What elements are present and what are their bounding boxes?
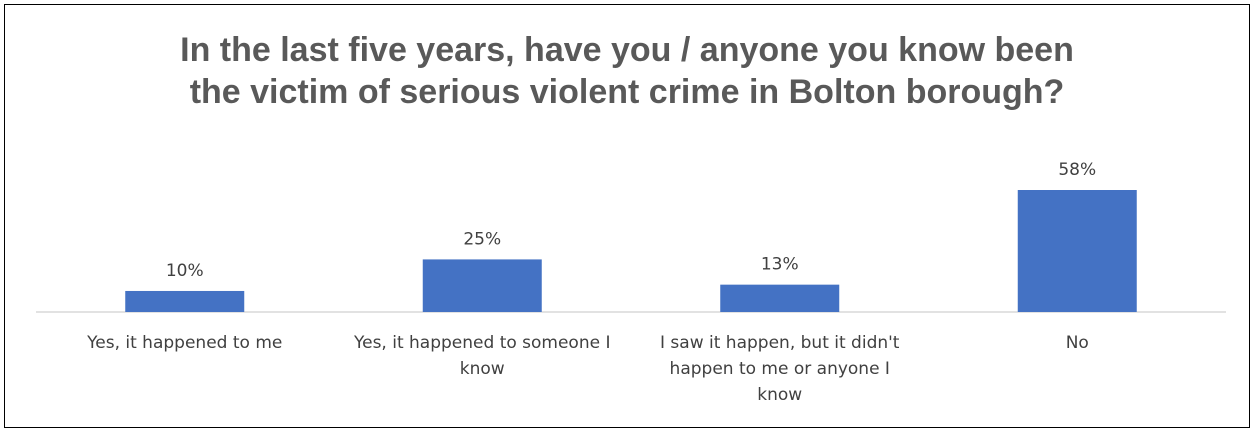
category-label-line: know xyxy=(459,359,505,379)
chart-title: In the last five years, have you / anyon… xyxy=(5,29,1249,113)
category-label-2: Yes, it happened to someone I know xyxy=(332,330,632,382)
chart-title-line-2: the victim of serious violent crime in B… xyxy=(189,73,1065,111)
bar-4 xyxy=(1017,190,1137,312)
bar-2 xyxy=(422,259,542,312)
category-label-line: No xyxy=(1065,333,1089,353)
category-label-3: I saw it happen, but it didn't happen to … xyxy=(630,330,930,408)
category-label-line: Yes, it happened to me xyxy=(87,333,283,353)
chart-title-line-1: In the last five years, have you / anyon… xyxy=(180,31,1074,69)
category-label-4: No xyxy=(927,330,1227,356)
category-label-line: know xyxy=(757,385,803,405)
category-label-line: Yes, it happened to someone I xyxy=(353,333,611,353)
category-label-1: Yes, it happened to me xyxy=(35,330,335,356)
data-label-2: 25% xyxy=(463,229,501,249)
data-label-4: 58% xyxy=(1058,160,1096,180)
category-label-line: I saw it happen, but it didn't xyxy=(660,333,900,353)
bar-3 xyxy=(720,284,840,312)
category-label-line: happen to me or anyone I xyxy=(669,359,890,379)
data-label-3: 13% xyxy=(761,255,799,275)
data-label-1: 10% xyxy=(166,261,204,281)
bar-1 xyxy=(125,290,245,312)
